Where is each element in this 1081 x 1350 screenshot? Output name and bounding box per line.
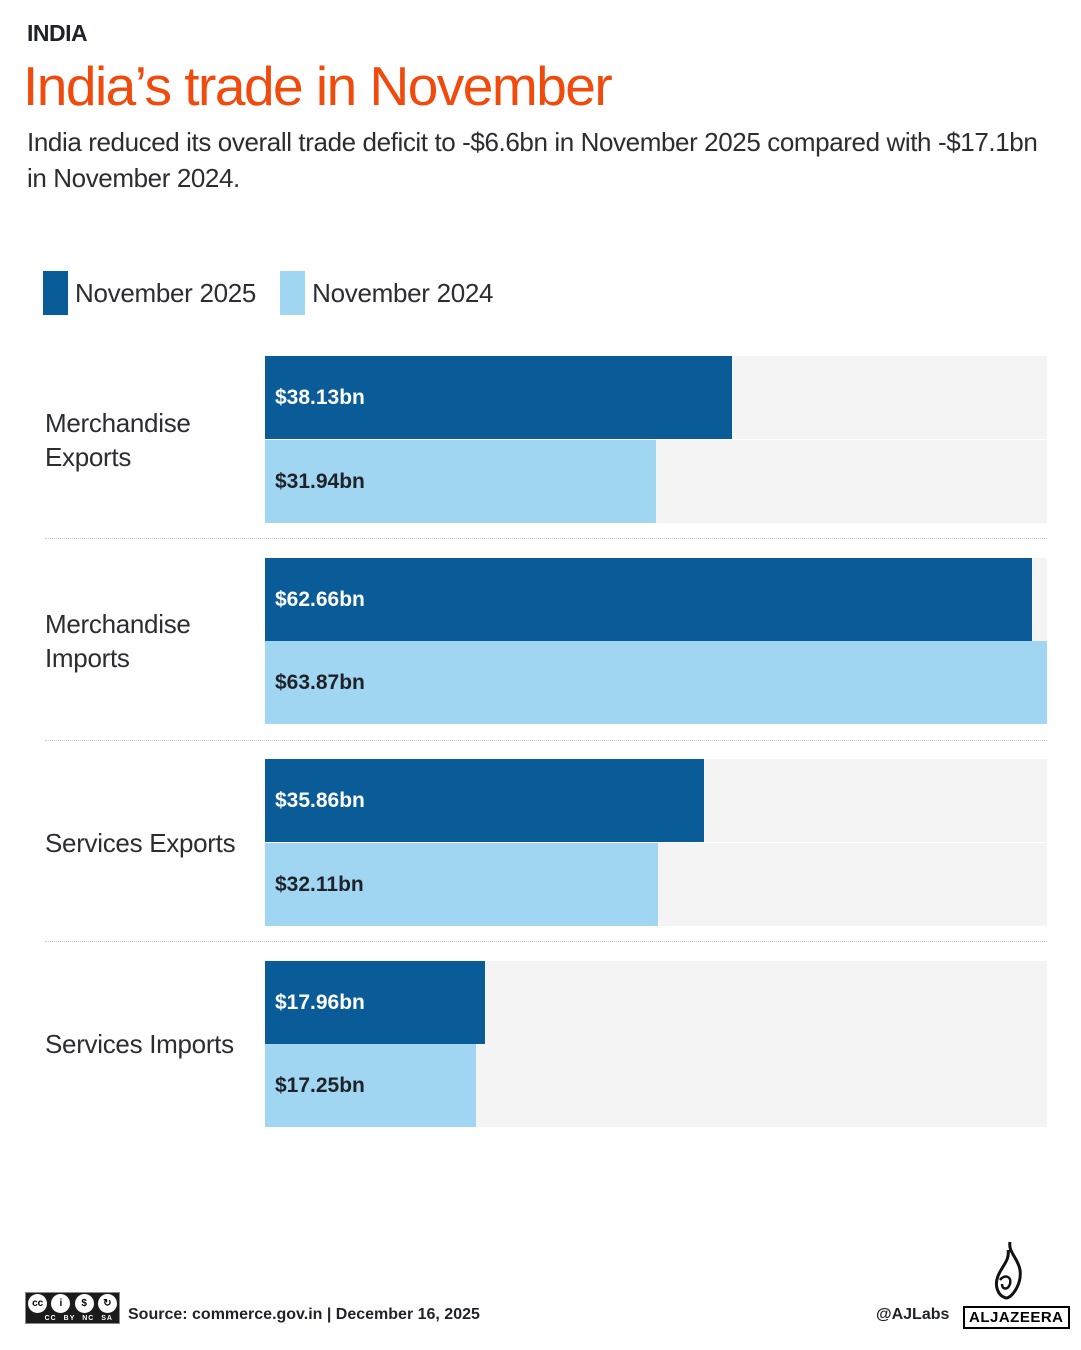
data-label: $62.66bn <box>275 587 365 611</box>
data-label: $32.11bn <box>275 872 364 896</box>
data-label: $63.87bn <box>275 671 365 694</box>
bar-track: $17.25bn <box>265 1044 1047 1127</box>
legend-label-2024: November 2024 <box>312 277 494 308</box>
cc-icon: cc <box>28 1294 48 1313</box>
aljazeera-brand: ALJAZEERA <box>963 1306 1070 1329</box>
share-alike-icon: ↻ <box>97 1294 117 1313</box>
bar-track: $38.13bn <box>265 356 1047 439</box>
legend: November 2025 November 2024 <box>43 271 517 315</box>
aljazeera-logo-icon <box>994 1241 1022 1300</box>
category-label-line: Merchandise <box>45 609 191 639</box>
category-label-line: Services Exports <box>45 827 236 858</box>
bar <box>265 1044 477 1127</box>
chart-title: India’s trade in November <box>23 55 613 117</box>
legend-label-2025: November 2025 <box>75 277 257 308</box>
category-label-line: Imports <box>45 643 130 673</box>
bar-track: $32.11bn <box>265 842 1047 926</box>
data-label: $35.86bn <box>275 789 365 812</box>
bar <box>265 557 1033 641</box>
bar <box>265 960 485 1044</box>
category-label-line: Exports <box>45 441 132 472</box>
bar-track: $17.96bn <box>265 960 1047 1044</box>
category-label: Services Exports <box>45 826 236 860</box>
data-label: $17.96bn <box>275 990 365 1014</box>
bar-track: $62.66bn <box>265 557 1047 641</box>
source-line: Source: commerce.gov.in | December 16, 2… <box>128 1306 480 1323</box>
aj-labs-handle: @AJLabs <box>876 1306 950 1323</box>
group-separator <box>45 739 1047 741</box>
creative-commons-badge: cc i $ ↻ CC BY NC SA <box>25 1292 120 1324</box>
group-separator <box>45 538 1047 539</box>
group-separator <box>45 941 1047 942</box>
license-text: CC BY NC SA <box>44 1315 113 1322</box>
bar <box>265 439 657 523</box>
category-label-line: Merchandise <box>45 407 191 438</box>
chart-subtitle: India reduced its overall trade deficit … <box>27 127 1038 193</box>
category-label: Merchandise Exports <box>45 406 191 474</box>
non-commercial-icon: $ <box>74 1294 94 1313</box>
attribution-icon: i <box>51 1294 71 1313</box>
cc-icons: cc i $ ↻ <box>26 1293 119 1313</box>
legend-swatch-2024 <box>280 271 306 315</box>
data-label: $31.94bn <box>275 469 365 493</box>
category-label-line: Services Imports <box>45 1029 234 1059</box>
bar <box>265 842 659 926</box>
data-label: $38.13bn <box>275 386 365 409</box>
bar-track: $35.86bn <box>265 759 1047 842</box>
bar <box>265 641 1047 724</box>
bar <box>265 759 705 842</box>
bar-track: $63.87bn <box>265 641 1047 724</box>
data-label: $17.25bn <box>275 1074 365 1097</box>
category-label: Merchandise Imports <box>45 607 191 675</box>
kicker: INDIA <box>27 20 88 46</box>
category-label: Services Imports <box>45 1027 234 1061</box>
legend-swatch-2025 <box>43 271 68 315</box>
bar <box>265 356 732 439</box>
bar-track: $31.94bn <box>265 439 1047 523</box>
